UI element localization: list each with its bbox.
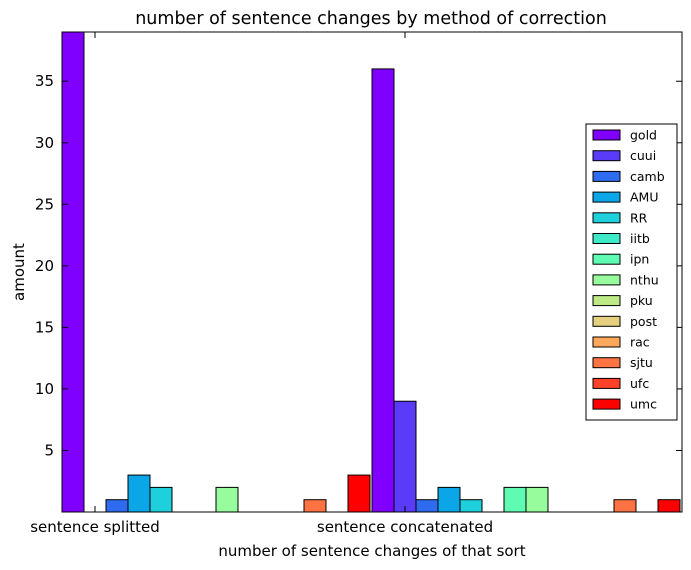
legend-label-ipn: ipn: [630, 252, 649, 267]
x-tick-label: sentence splitted: [30, 518, 160, 536]
legend-label-rr: RR: [630, 210, 648, 225]
legend-label-amu: AMU: [630, 190, 659, 205]
legend-swatch-umc: [592, 398, 621, 410]
x-tick-label: sentence concatenated: [317, 518, 493, 536]
bar-amu-splitted: [127, 474, 151, 513]
legend-swatch-iitb: [592, 233, 621, 244]
legend-swatch-pku: [592, 295, 621, 307]
bar-ipn-concatenated: [503, 486, 527, 513]
legend-label-rac: rac: [630, 335, 650, 350]
legend-label-camb: camb: [630, 169, 665, 184]
legend-label-cuui: cuui: [630, 148, 656, 163]
legend-label-umc: umc: [630, 397, 657, 412]
bar-nthu-splitted: [215, 486, 239, 513]
legend-label-iitb: iitb: [630, 231, 650, 246]
bar-sjtu-concatenated: [613, 499, 637, 513]
y-tick-label: 5: [44, 441, 54, 459]
legend-swatch-ipn: [592, 253, 621, 265]
legend-label-pku: pku: [630, 293, 653, 308]
legend-swatch-gold: [592, 129, 621, 141]
y-tick-label: 30: [35, 134, 54, 152]
legend-swatch-amu: [592, 191, 621, 203]
y-axis: 5 10 15 20 25 30 35: [35, 72, 682, 459]
legend-swatch-sjtu: [592, 357, 621, 369]
legend-label-ufc: ufc: [630, 376, 649, 391]
legend-swatch-cuui: [592, 150, 621, 162]
legend-swatch-rac: [592, 336, 621, 348]
y-tick-label: 10: [35, 380, 54, 398]
bar-camb-concatenated: [415, 499, 439, 513]
y-tick-label: 35: [35, 72, 54, 90]
bar-umc-splitted: [347, 474, 371, 513]
bars-group: [61, 31, 681, 513]
bar-rr-concatenated: [459, 499, 483, 513]
legend-swatch-ufc: [592, 377, 621, 389]
bar-umc-concatenated: [657, 499, 681, 513]
bar-nthu-concatenated: [525, 486, 549, 513]
legend: gold cuui camb AMU RR iitb ipn nthu pku post rac sj…: [585, 123, 678, 421]
x-axis-label: number of sentence changes of that sort: [218, 542, 525, 560]
legend-swatch-camb: [592, 170, 621, 182]
legend-label-post: post: [630, 314, 657, 329]
y-tick-label: 25: [35, 195, 54, 213]
bar-rr-splitted: [149, 486, 173, 513]
y-tick-label: 20: [35, 257, 54, 275]
bar-cuui-concatenated: [393, 400, 417, 513]
y-tick-label: 15: [35, 318, 54, 336]
y-axis-label: amount: [10, 243, 28, 301]
legend-swatch-post: [592, 315, 621, 327]
legend-label-sjtu: sjtu: [630, 355, 653, 370]
legend-label-gold: gold: [630, 128, 657, 143]
legend-label-nthu: nthu: [630, 272, 659, 287]
bar-gold-concatenated: [371, 68, 395, 513]
chart-title: number of sentence changes by method of …: [135, 9, 607, 29]
legend-swatch-nthu: [592, 274, 621, 286]
bar-camb-splitted: [105, 499, 129, 513]
bar-amu-concatenated: [437, 486, 461, 513]
bar-gold-splitted: [61, 31, 85, 513]
legend-swatch-rr: [592, 212, 621, 224]
bar-sjtu-splitted: [303, 499, 327, 513]
x-axis: sentence splitted sentence concatenated: [30, 32, 493, 536]
plot-frame: [61, 31, 683, 513]
